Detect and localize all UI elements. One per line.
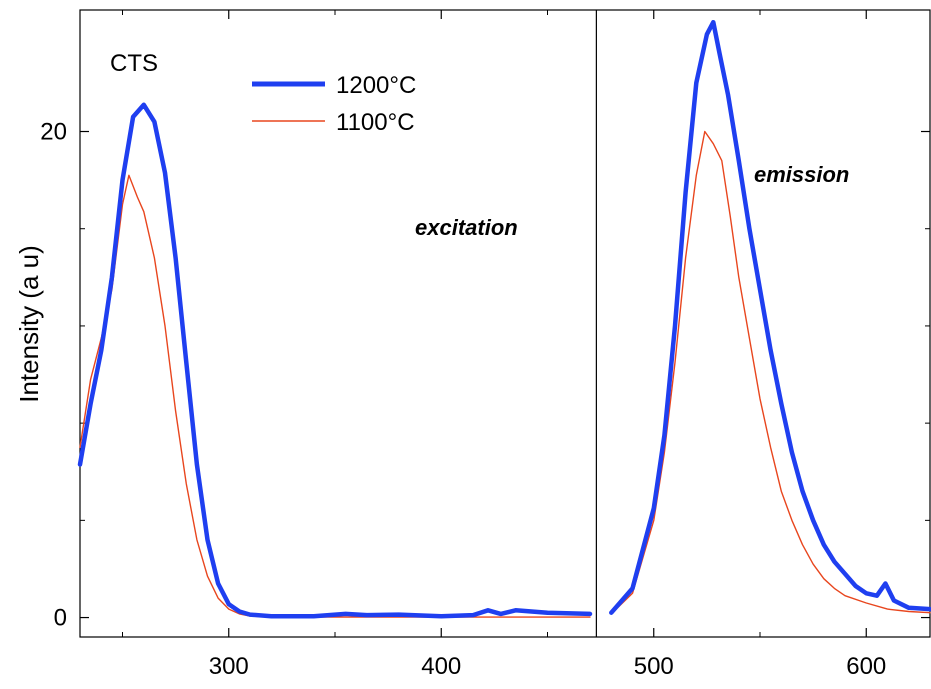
x-tick-label: 500 (634, 653, 674, 680)
plot-frame (79, 9, 931, 638)
legend: 1200°C 1100°C (252, 72, 416, 136)
series-1100-segment-1 (610, 130, 931, 615)
legend-label-1200: 1200°C (336, 72, 416, 99)
x-tick-label: 400 (421, 653, 461, 680)
ticks: 300 400 500 600 0 20 (40, 10, 930, 680)
annotation-excitation: excitation (415, 215, 518, 240)
series-1200-segment-1 (609, 19, 931, 615)
y-tick-label: 20 (40, 119, 67, 146)
series-1200-segment-0 (77, 102, 593, 619)
y-tick-label: 0 (54, 605, 67, 632)
x-tick-label: 300 (209, 653, 249, 680)
x-tick-label: 600 (846, 653, 886, 680)
legend-label-1100: 1100°C (336, 109, 415, 136)
y-axis-title: Intensity (a u) (14, 245, 44, 403)
annotation-emission: emission (754, 162, 849, 187)
series-1100-segment-0 (79, 174, 591, 618)
annotation-sample: CTS (110, 50, 158, 77)
series-layer (77, 19, 931, 619)
